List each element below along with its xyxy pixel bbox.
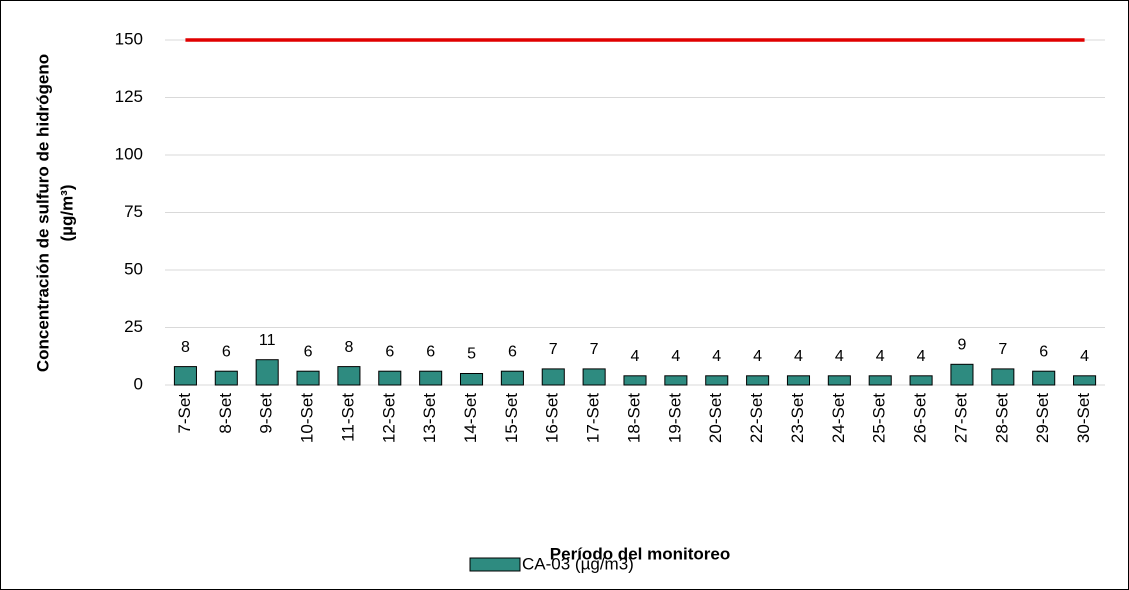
x-tick-label: 18-Set [624,393,643,443]
x-tick-label: 12-Set [379,393,398,443]
bar [337,366,361,386]
bar [1032,370,1056,386]
bar [623,375,647,386]
bar [459,373,484,386]
x-axis-title: Período del monitoreo [550,544,730,563]
x-tick-label: 20-Set [706,393,725,443]
bar [541,368,565,386]
bar [173,366,197,386]
x-tick-label: 16-Set [543,393,562,443]
data-label: 6 [385,343,394,360]
data-label: 8 [344,339,353,356]
bar [1073,375,1097,386]
y-tick-label: 125 [115,87,143,106]
x-tick-label: 7-Set [175,393,194,434]
data-label: 7 [998,341,1007,358]
x-tick-label: 22-Set [747,393,766,443]
data-label: 4 [1080,348,1089,365]
x-tick-label: 28-Set [992,393,1011,443]
x-tick-label: 30-Set [1074,393,1093,443]
x-tick-label: 26-Set [911,393,930,443]
data-label: 4 [835,348,844,365]
data-label: 4 [631,348,640,365]
bar [582,368,606,386]
data-label: 6 [304,343,313,360]
bar [255,359,279,386]
y-axis-title: (µg/m³) [57,184,76,241]
y-tick-label: 0 [134,374,143,393]
data-label: 6 [1039,343,1048,360]
x-tick-label: 10-Set [298,393,317,443]
data-label: 4 [712,348,721,365]
bar [214,370,238,386]
x-tick-label: 19-Set [665,393,684,443]
x-tick-label: 14-Set [461,393,480,443]
x-tick-label: 27-Set [951,393,970,443]
data-label: 4 [917,348,926,365]
legend-label: CA-03 (µg/m3) [522,554,634,573]
data-label: 6 [222,343,231,360]
bar [664,375,688,386]
data-label: 4 [876,348,885,365]
y-axis-title: Concentración de sulfuro de hidrógeno [33,54,52,372]
y-tick-label: 50 [124,259,143,278]
y-tick-label: 150 [115,29,143,48]
bar [746,375,770,386]
x-tick-label: 11-Set [338,393,357,442]
data-label: 4 [671,348,680,365]
bar [786,375,811,386]
legend-swatch [469,557,521,572]
x-tick-label: 8-Set [216,393,235,434]
x-tick-label: 15-Set [502,393,521,443]
bar [500,370,524,386]
data-label: 6 [508,343,517,360]
data-label: 11 [259,332,276,349]
x-tick-label: 9-Set [257,393,276,434]
bar [419,370,443,386]
data-label: 4 [753,348,762,365]
bar [909,375,933,386]
bar [991,368,1015,386]
data-label: 7 [590,341,599,358]
y-tick-label: 100 [115,144,143,163]
y-tick-label: 25 [124,317,143,336]
x-tick-label: 29-Set [1033,393,1052,443]
bar [827,375,851,386]
data-label: 4 [794,348,803,365]
data-label: 6 [426,343,435,360]
data-label: 5 [467,346,476,363]
y-tick-label: 75 [124,202,143,221]
x-tick-label: 23-Set [788,393,807,443]
x-tick-label: 24-Set [829,393,848,443]
data-label: 8 [181,339,190,356]
x-tick-label: 17-Set [584,393,603,443]
data-label: 9 [958,337,967,354]
x-tick-label: 25-Set [870,393,889,443]
data-label: 7 [549,341,558,358]
bar [868,375,892,386]
bar [950,363,974,386]
bar [296,370,320,386]
bar [378,370,402,386]
bar [705,375,729,386]
x-tick-label: 13-Set [420,393,439,443]
